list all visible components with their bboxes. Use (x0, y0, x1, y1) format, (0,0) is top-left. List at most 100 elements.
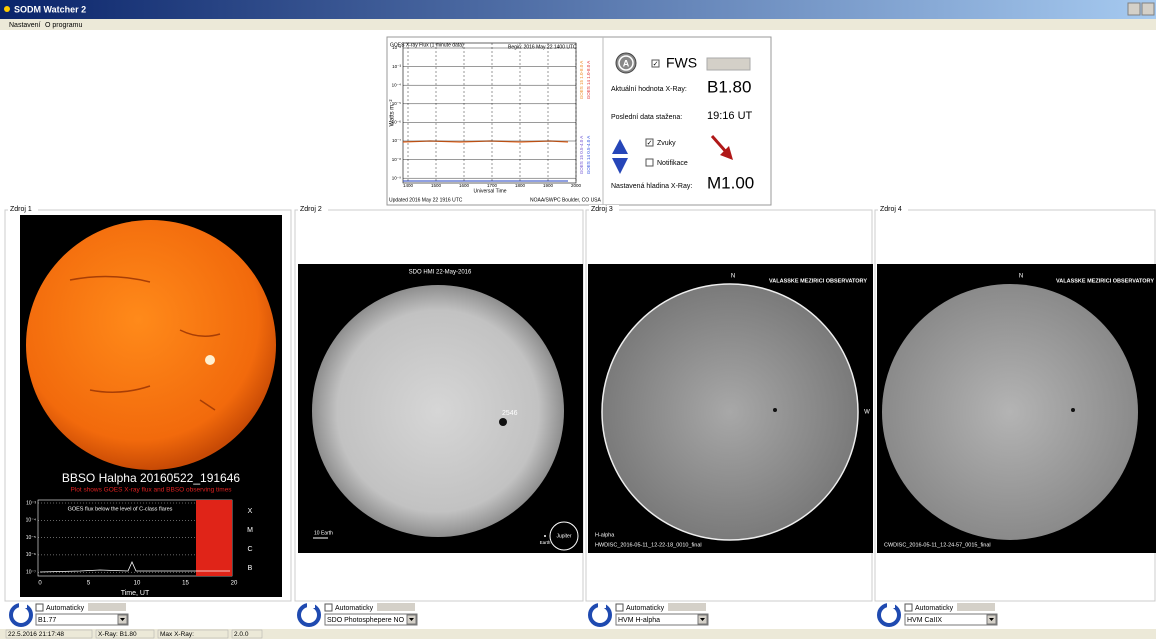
fws-label: FWS (666, 55, 697, 71)
page: SODM Watcher 2 { "window": {"title": "SO… (0, 0, 1156, 639)
y-tick-label: 10⁻⁵ (26, 535, 36, 541)
y-tick-label: 10⁻⁴ (392, 82, 401, 87)
status-text: Max X-Ray: (160, 631, 194, 638)
menu-bar (0, 19, 1156, 30)
x-tick-label: 10 (134, 581, 141, 587)
sunspot (499, 418, 507, 426)
y-tick-label: 10⁻⁷ (26, 570, 36, 576)
app-window: SODM Watcher 2 Nastavení O programu GOES… (0, 0, 1156, 639)
flare-class: M (247, 527, 253, 534)
y-tick-label: 10⁻⁶ (26, 552, 36, 558)
x-tick-label: 1600 (459, 183, 470, 188)
north-label: N (731, 274, 735, 280)
earth-label: Earth (540, 540, 551, 545)
last-label: Poslední data stažena: (611, 114, 682, 121)
sun-disc (26, 220, 276, 470)
image-caii: N VALASSKE MEZIRICI OBSERVATORY CWDISC_2… (877, 264, 1156, 553)
y-tick-label: 10⁻⁶ (392, 120, 401, 125)
observatory-label: VALASSKE MEZIRICI OBSERVATORY (1056, 278, 1154, 284)
observing-window (196, 500, 232, 576)
filter-label: H-alpha (595, 532, 615, 538)
body: SODM Watcher 2 Nastavení O programu GOES… (0, 0, 1156, 639)
refresh-gap (19, 602, 27, 608)
threshold-value: M1.00 (707, 173, 754, 192)
north-label: N (1019, 274, 1023, 280)
y-tick-label: 10⁻² (392, 45, 401, 50)
check-mark: ✓ (647, 140, 653, 147)
group-label: Zdroj 1 (10, 206, 32, 213)
group-label: Zdroj 2 (300, 206, 322, 213)
x-tick-label: 2000 (571, 183, 582, 188)
auto-indicator (957, 603, 995, 611)
plot-frame (403, 43, 576, 183)
x-tick-label: 15 (182, 581, 189, 587)
x-axis-label: Universal Time (473, 188, 506, 194)
group-label: Zdroj 3 (591, 206, 613, 213)
window-title: SODM Watcher 2 (14, 4, 86, 14)
dropdown-value: HVM CaIIX (907, 617, 942, 624)
dropdown-value: B1.77 (38, 617, 56, 624)
auto-label: Automaticky (626, 605, 665, 612)
sunspot (773, 408, 777, 412)
image-title: SDO HMI 22-May-2016 (409, 270, 472, 276)
sounds-label: Zvuky (657, 140, 676, 147)
flare-class: X (248, 508, 253, 515)
notifications-checkbox[interactable] (646, 159, 653, 166)
observatory-label: VALASSKE MEZIRICI OBSERVATORY (769, 278, 867, 284)
auto-label: Automaticky (335, 605, 374, 612)
goes-plot: GOES X-ray Flux (1 minute data) Begin: 2… (389, 42, 602, 203)
refresh-gap (887, 602, 895, 608)
y-tick-label: 10⁻⁵ (392, 101, 401, 106)
fws-indicator (707, 58, 750, 70)
auto-checkbox[interactable] (36, 604, 43, 611)
legend-entry: GOES 14 0.5-4.0 A (586, 136, 591, 175)
menu-item[interactable]: O programu (45, 22, 82, 29)
x-tick-label: 1700 (487, 183, 498, 188)
plot-title: GOES X-ray Flux (1 minute data) (390, 42, 464, 48)
mini-plot-x-label: Time, UT (121, 590, 150, 597)
refresh-gap (598, 602, 606, 608)
status-text: X-Ray: B1.80 (98, 631, 137, 638)
auto-checkbox[interactable] (905, 604, 912, 611)
minimize-button[interactable] (1128, 3, 1140, 15)
x-tick-label: 1800 (515, 183, 526, 188)
last-value: 19:16 UT (707, 110, 753, 122)
plot-begin: Begin: 2016 May 22 1400 UTC (508, 44, 577, 50)
auto-label: Automaticky (915, 605, 954, 612)
auto-checkbox[interactable] (325, 604, 332, 611)
x-tick-label: 1900 (543, 183, 554, 188)
dropdown-value: SDO Photosphepere NO (327, 617, 405, 624)
legend-entry: GOES 15 1.0-8.0 A (579, 61, 584, 100)
y-tick-label: 10⁻⁷ (392, 138, 401, 143)
status-text: 2.0.0 (234, 631, 249, 638)
image-halpha: N VALASSKE MEZIRICI OBSERVATORY W H-alph… (588, 264, 873, 553)
auto-label: Automaticky (46, 605, 85, 612)
x-tick-label: 20 (231, 581, 238, 587)
y-tick-label: 10⁻³ (26, 500, 36, 506)
image-sdo: SDO HMI 22-May-2016 2546 10 Earth Jupite… (298, 264, 583, 553)
current-label: Aktuální hodnota X-Ray: (611, 86, 687, 93)
file-label: HWDISC_2016-05-11_12-22-18_0010_final (595, 542, 702, 548)
status-text: 22.5.2016 21:17:48 (8, 631, 64, 638)
a-button-label: A (623, 58, 630, 68)
file-label: CWDISC_2016-05-11_12-24-57_0015_final (884, 542, 991, 548)
threshold-label: Nastavená hladina X-Ray: (611, 183, 692, 190)
flare-class: C (247, 546, 252, 553)
image-bbso: BBSO Halpha 20160522_191646 Plot shows G… (20, 215, 282, 597)
x-tick-label: 1400 (403, 183, 414, 188)
auto-checkbox[interactable] (616, 604, 623, 611)
sun-disc (312, 285, 564, 537)
sun-disc (602, 284, 858, 540)
maximize-button[interactable] (1142, 3, 1154, 15)
app-icon (4, 6, 10, 12)
mini-plot-title: GOES flux below the level of C-class fla… (68, 506, 173, 512)
menu-item[interactable]: Nastavení (9, 22, 41, 29)
refresh-gap (307, 602, 315, 608)
auto-indicator (377, 603, 415, 611)
y-tick-label: 10⁻⁸ (392, 157, 401, 162)
plot-credit: NOAA/SWPC Boulder, CO USA (530, 197, 602, 203)
x-tick-label: 1500 (431, 183, 442, 188)
west-label: W (864, 410, 870, 416)
image-title: BBSO Halpha 20160522_191646 (62, 471, 240, 485)
auto-indicator (668, 603, 706, 611)
